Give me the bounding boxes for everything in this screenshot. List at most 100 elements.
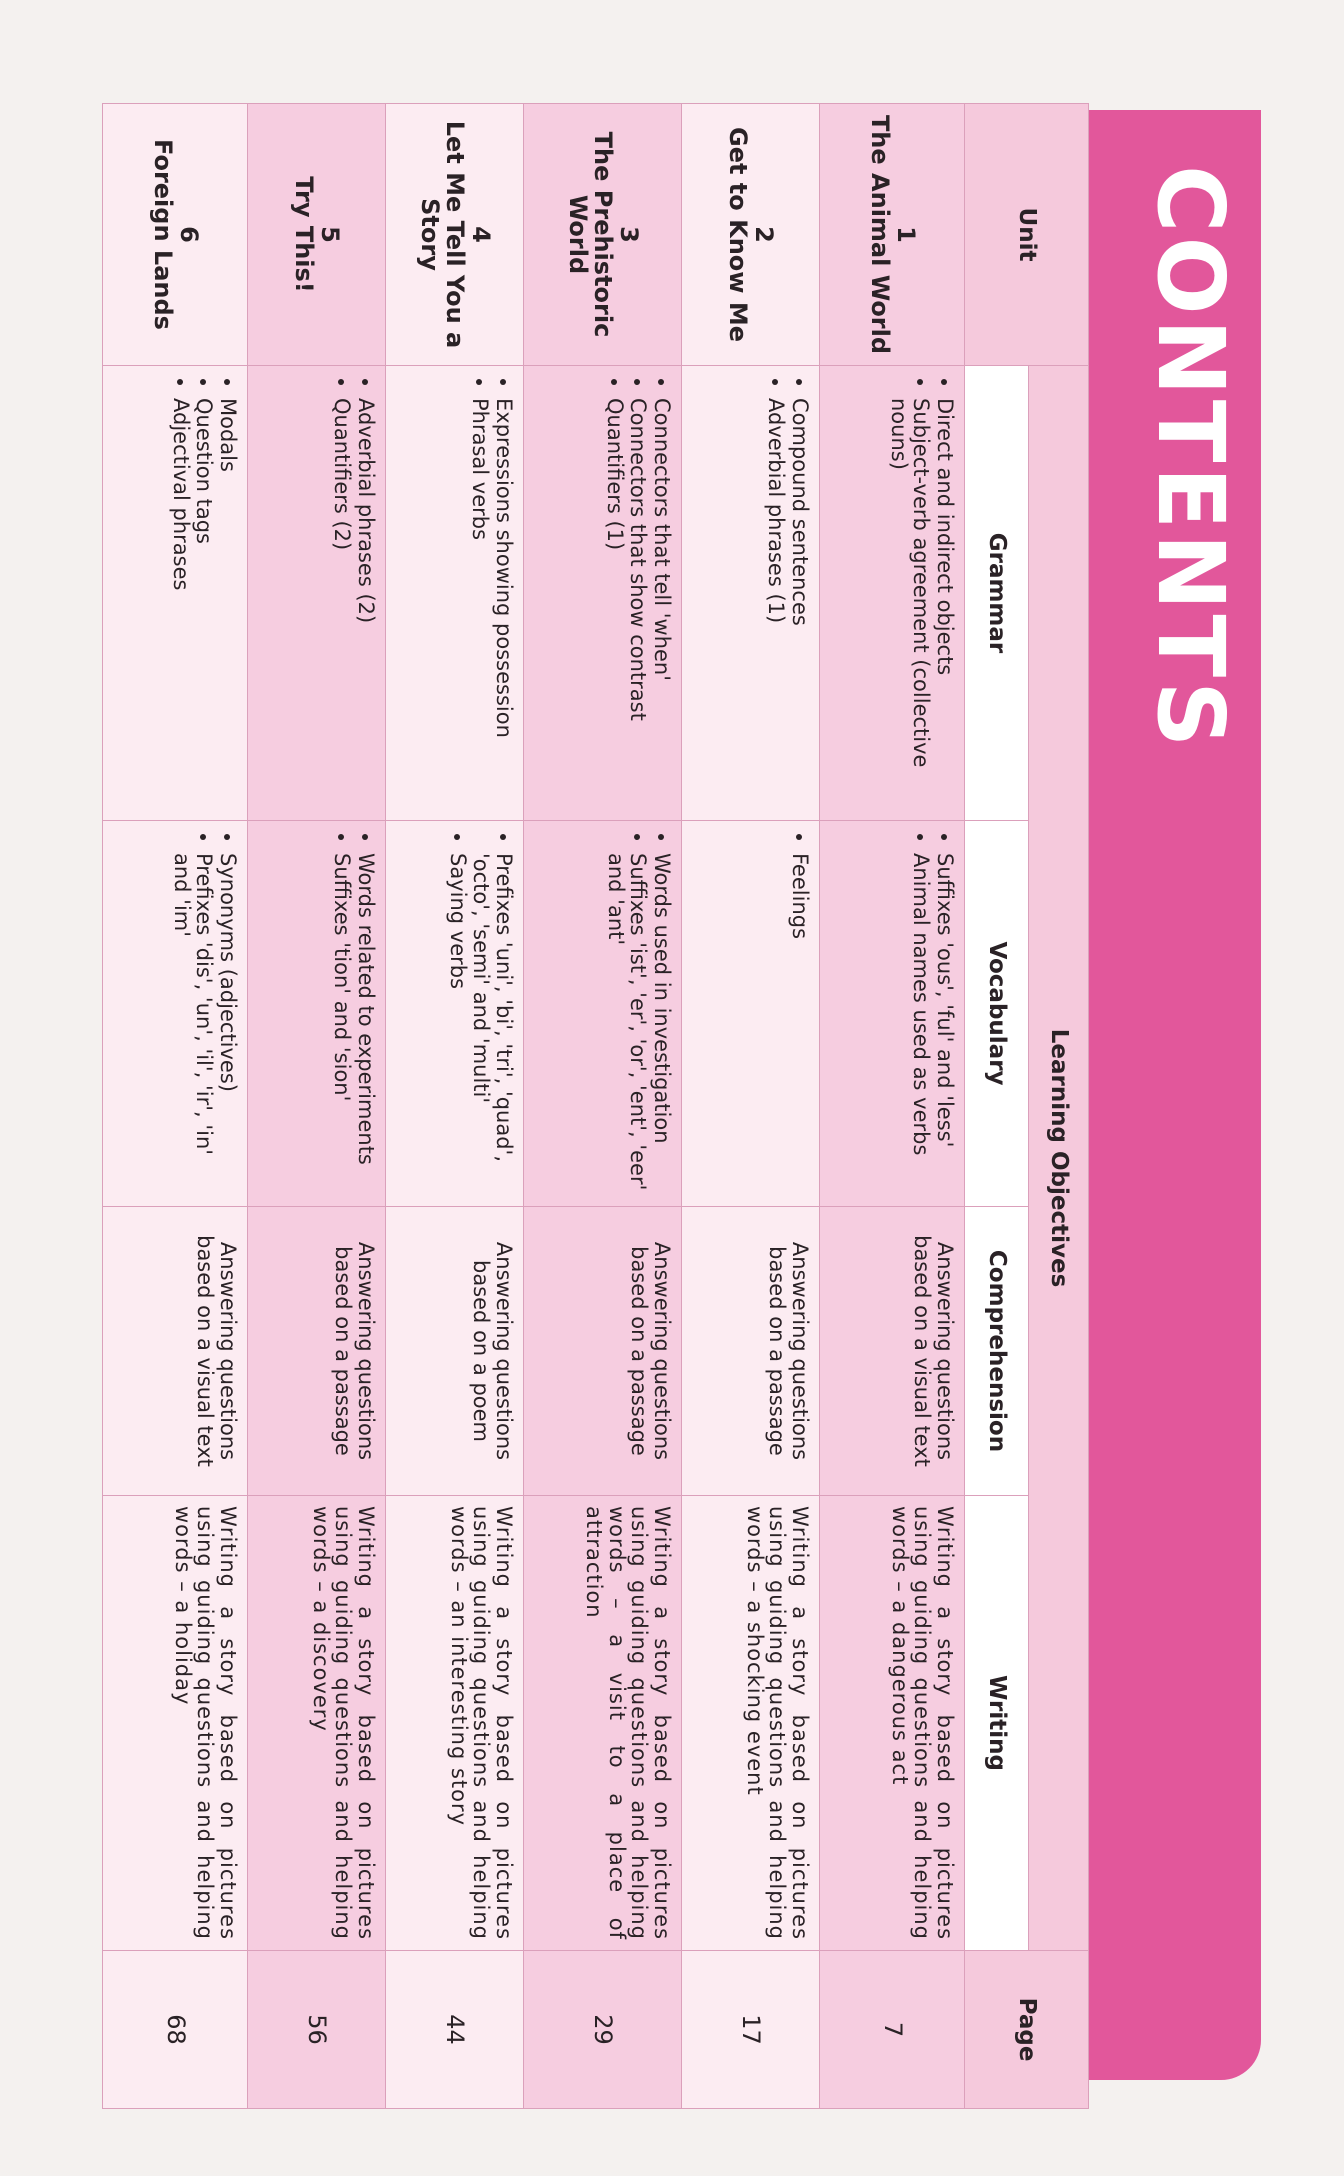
vocabulary-list: Words related to experimentsSuffixes 'ti… [330,831,378,1196]
header-learning-objectives: Learning Objectives [1028,365,1089,1951]
grammar-cell: Direct and indirect objectsSubject-verb … [819,365,965,821]
vocabulary-list: Synonyms (adjectives)Prefixes 'dis', 'un… [170,831,240,1196]
comprehension-cell: Answering questions based on a passage [681,1206,820,1496]
grammar-item: Phrasal verbs [468,398,492,810]
grammar-item: Adverbial phrases (1) [764,398,788,810]
vocabulary-item: Prefixes 'dis', 'un', 'il', 'ir', 'in' a… [170,853,217,1196]
grammar-list: Connectors that tell 'when'Connectors th… [603,376,674,810]
grammar-cell: ModalsQuestion tagsAdjectival phrases [102,365,248,821]
vocabulary-item: Suffixes 'ous', 'ful' and 'less' [933,853,957,1196]
grammar-list: Direct and indirect objectsSubject-verb … [887,376,957,810]
unit-cell: 1 The Animal World [819,103,965,366]
grammar-item: Quantifiers (1) [603,398,627,810]
header-comprehension: Comprehension [964,1206,1029,1496]
grammar-item: Modals [216,398,240,810]
unit-number: 4 [467,226,496,243]
grammar-cell: Connectors that tell 'when'Connectors th… [523,365,682,821]
grammar-item: Expressions showing possession [492,398,516,810]
unit-cell: 3 The Prehistoric World [523,103,682,366]
unit-name: The Prehistoric World [563,131,618,338]
vocabulary-item: Feelings [788,853,812,1196]
unit-name: Let Me Tell You a Story [415,120,470,349]
vocabulary-cell: Words related to experimentsSuffixes 'ti… [247,820,386,1207]
unit-number: 3 [615,226,644,243]
vocabulary-list: Feelings [788,831,812,1196]
unit-cell: 4 Let Me Tell You a Story [385,103,524,366]
page-number[interactable]: 56 [247,1950,386,2109]
unit-number: 6 [174,226,203,243]
comprehension-cell: Answering questions based on a poem [385,1206,524,1496]
vocabulary-cell: Words used in investigationSuffixes 'ist… [523,820,682,1207]
unit-name: Foreign Lands [149,139,177,330]
grammar-item: Direct and indirect objects [933,398,957,810]
vocabulary-item: Synonyms (adjectives) [216,853,240,1196]
unit-number: 1 [891,226,920,243]
vocabulary-item: Suffixes 'tion' and 'sion' [330,853,354,1196]
grammar-item: Connectors that tell 'when' [650,398,674,810]
unit-name: Get to Know Me [724,127,753,342]
grammar-cell: Compound sentencesAdverbial phrases (1) [681,365,820,821]
grammar-item: Quantifiers (2) [330,398,354,810]
vocabulary-cell: Synonyms (adjectives)Prefixes 'dis', 'un… [102,820,248,1207]
grammar-cell: Adverbial phrases (2)Quantifiers (2) [247,365,386,821]
page-number[interactable]: 68 [102,1950,248,2109]
grammar-list: Adverbial phrases (2)Quantifiers (2) [330,376,378,810]
unit-cell: 2 Get to Know Me [681,103,820,366]
unit-number: 2 [750,226,779,243]
header-vocabulary: Vocabulary [964,820,1029,1207]
grammar-item: Subject-verb agreement (collective nouns… [887,398,934,810]
vocabulary-item: Suffixes 'ist', 'er', 'or', 'ent', 'eer'… [604,853,651,1196]
grammar-list: Compound sentencesAdverbial phrases (1) [764,376,812,810]
grammar-list: Expressions showing possessionPhrasal ve… [468,376,516,810]
vocabulary-list: Prefixes 'uni', 'bi', 'tri', 'quad', 'oc… [446,831,516,1196]
unit-cell: 5 Try This! [247,103,386,366]
page-number[interactable]: 44 [385,1950,524,2109]
vocabulary-item: Animal names used as verbs [909,853,933,1196]
vocabulary-cell: Feelings [681,820,820,1207]
grammar-item: Connectors that show contrast [626,398,650,810]
vocabulary-item: Saying verbs [446,853,470,1196]
grammar-item: Compound sentences [788,398,812,810]
grammar-list: ModalsQuestion tagsAdjectival phrases [169,376,240,810]
unit-cell: 6 Foreign Lands [102,103,248,366]
comprehension-cell: Answering questions based on a visual te… [102,1206,248,1496]
unit-name: The Animal World [866,114,894,355]
writing-cell: Writing a story based on pictures using … [247,1495,386,1951]
writing-cell: Writing a story based on pictures using … [681,1495,820,1951]
writing-cell: Writing a story based on pictures using … [523,1495,682,1951]
writing-cell: Writing a story based on pictures using … [385,1495,524,1951]
page-number[interactable]: 7 [819,1950,965,2109]
comprehension-cell: Answering questions based on a passage [523,1206,682,1496]
page-number[interactable]: 29 [523,1950,682,2109]
vocabulary-list: Suffixes 'ous', 'ful' and 'less'Animal n… [909,831,957,1196]
comprehension-cell: Answering questions based on a visual te… [819,1206,965,1496]
vocabulary-list: Words used in investigationSuffixes 'ist… [604,831,674,1196]
unit-name: Try This! [290,176,319,293]
grammar-item: Adverbial phrases (2) [354,398,378,810]
header-writing: Writing [964,1495,1029,1951]
header-unit: Unit [964,103,1089,366]
vocabulary-item: Words related to experiments [354,853,378,1196]
page-title: CONTENTS [1137,165,1244,752]
writing-cell: Writing a story based on pictures using … [819,1495,965,1951]
header-grammar: Grammar [964,365,1029,821]
header-page: Page [964,1950,1089,2109]
vocabulary-item: Prefixes 'uni', 'bi', 'tri', 'quad', 'oc… [469,853,516,1196]
writing-cell: Writing a story based on pictures using … [102,1495,248,1951]
vocabulary-cell: Prefixes 'uni', 'bi', 'tri', 'quad', 'oc… [385,820,524,1207]
contents-table: Unit Learning Objectives Page Grammar Vo… [102,103,1089,2109]
unit-number: 5 [316,226,345,243]
page-number[interactable]: 17 [681,1950,820,2109]
vocabulary-cell: Suffixes 'ous', 'ful' and 'less'Animal n… [819,820,965,1207]
grammar-item: Question tags [192,398,216,810]
vocabulary-item: Words used in investigation [650,853,674,1196]
grammar-cell: Expressions showing possessionPhrasal ve… [385,365,524,821]
grammar-item: Adjectival phrases [169,398,193,810]
